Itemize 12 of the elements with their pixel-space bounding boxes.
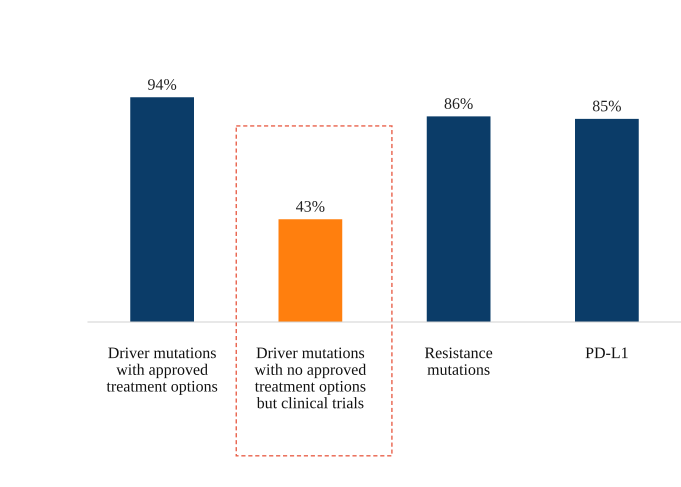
data-label: 85%: [592, 100, 621, 112]
x-tick-label: Resistance mutations: [424, 348, 492, 375]
x-tick-label: Driver mutations with no approved treatment options but clinical trials: [254, 348, 366, 408]
x-tick-label: PD-L1: [586, 348, 628, 358]
data-label: 94%: [148, 79, 176, 90]
data-label: 43%: [296, 201, 324, 212]
bar: [575, 118, 639, 322]
bar: [278, 219, 342, 322]
x-tick-label: Driver mutations with approved treatment options: [106, 348, 218, 395]
bar: [426, 116, 490, 322]
data-label: 86%: [444, 98, 473, 110]
bar: [130, 97, 194, 322]
